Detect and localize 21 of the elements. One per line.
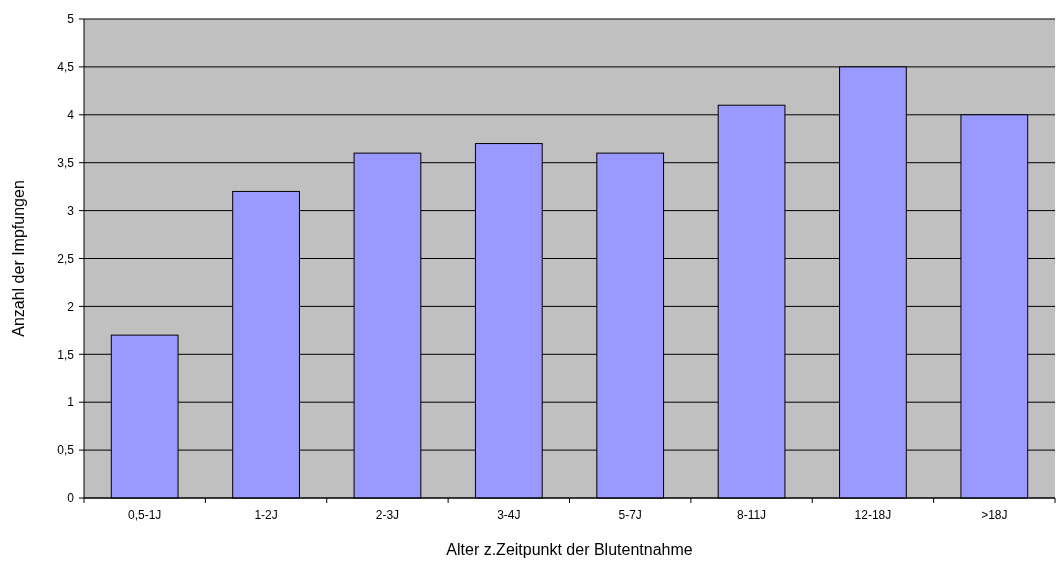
x-tick-label: 12-18J <box>854 508 892 522</box>
y-tick-label: 4,5 <box>57 60 75 75</box>
x-tick-label: 5-7J <box>618 508 642 522</box>
y-tick-label: 1 <box>67 395 75 410</box>
x-tick-label: 0,5-1J <box>128 508 162 522</box>
y-tick-label: 1,5 <box>57 347 75 362</box>
y-tick-label: 2 <box>67 299 75 314</box>
y-tick-label: 4 <box>67 108 75 122</box>
x-tick-label: 3-4J <box>497 508 521 522</box>
y-tick-label: 5 <box>67 12 75 27</box>
x-tick-label: 1-2J <box>254 508 278 522</box>
x-axis-title: Alter z.Zeitpunkt der Blutentnahme <box>446 541 693 558</box>
y-tick-label: 3 <box>67 203 75 218</box>
y-tick-label: 0 <box>67 491 75 506</box>
x-tick-label: 2-3J <box>375 508 400 522</box>
x-tick-label: >18J <box>981 508 1008 522</box>
y-tick-label: 2,5 <box>57 251 75 266</box>
y-tick-label: 3,5 <box>57 155 75 170</box>
y-tick-label: 0,5 <box>57 443 75 458</box>
x-tick-label: 8-11J <box>736 508 767 522</box>
y-axis-title: Anzahl der Impfungen <box>10 180 27 337</box>
